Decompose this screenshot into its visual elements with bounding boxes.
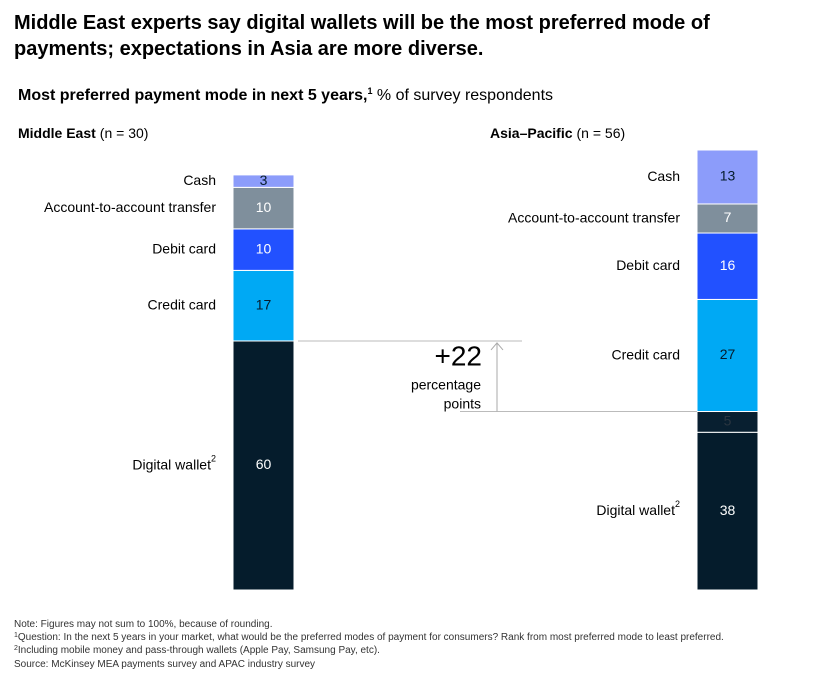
segment-name: Credit card bbox=[612, 346, 680, 362]
value-label: 27 bbox=[720, 346, 736, 362]
chart-subtitle: Most preferred payment mode in next 5 ye… bbox=[18, 86, 553, 104]
segment-label: Digital wallet2 bbox=[132, 454, 216, 472]
source: Source: McKinsey MEA payments survey and… bbox=[14, 659, 315, 670]
segment-label: Debit card bbox=[616, 257, 680, 273]
segment-name: Account-to-account transfer bbox=[508, 209, 680, 225]
segment-name: Debit card bbox=[152, 240, 216, 256]
segment-label: Credit card bbox=[148, 296, 216, 312]
segment-name: Digital wallet bbox=[132, 456, 211, 472]
bar-segment bbox=[696, 149, 759, 205]
bar-segment bbox=[232, 228, 295, 271]
value-label: 16 bbox=[720, 257, 736, 273]
category-label: Middle East (n = 30) bbox=[18, 125, 148, 141]
segment-name: Digital wallet bbox=[596, 502, 675, 518]
bar-segment bbox=[696, 298, 759, 413]
bar-segment bbox=[232, 269, 295, 342]
value-label: 13 bbox=[720, 168, 736, 184]
value-label: 5 bbox=[724, 413, 732, 429]
segment-footnote-mark: 2 bbox=[211, 454, 216, 464]
subtitle-footnote-mark: 1 bbox=[367, 86, 372, 96]
bar-segment bbox=[696, 203, 759, 234]
segment-label: Digital wallet2 bbox=[596, 500, 680, 518]
annotation-text: percentage bbox=[411, 377, 481, 393]
subtitle-main: Most preferred payment mode in next 5 ye… bbox=[18, 87, 367, 104]
segment-name: Cash bbox=[183, 172, 216, 188]
category-label: Asia–Pacific (n = 56) bbox=[490, 125, 625, 141]
annotation-text: points bbox=[444, 396, 481, 412]
segment-label: Cash bbox=[647, 168, 680, 184]
subtitle-unit: % of survey respondents bbox=[372, 87, 553, 104]
bar-segment bbox=[232, 186, 295, 230]
bar-segment bbox=[232, 174, 295, 188]
category-note: (n = 56) bbox=[577, 125, 626, 141]
segment-name: Account-to-account transfer bbox=[44, 199, 216, 215]
segment-name: Credit card bbox=[148, 296, 216, 312]
bar-segment bbox=[232, 340, 295, 591]
value-label: 17 bbox=[256, 296, 272, 312]
value-label: 7 bbox=[724, 209, 732, 225]
segment-label: Account-to-account transfer bbox=[508, 209, 680, 225]
chart-title: Middle East experts say digital wallets … bbox=[14, 12, 710, 34]
segment-footnote-mark: 2 bbox=[675, 500, 680, 510]
segment-label: Cash bbox=[183, 172, 216, 188]
value-label: 3 bbox=[260, 172, 268, 188]
segment-label: Debit card bbox=[152, 240, 216, 256]
footnote-text: Including mobile money and pass-through … bbox=[18, 645, 380, 656]
value-label: 10 bbox=[256, 199, 272, 215]
footnote-mark: 1 bbox=[14, 632, 18, 639]
bar-segment bbox=[696, 232, 759, 300]
category-name: Middle East bbox=[18, 125, 96, 141]
footnote: 1Question: In the next 5 years in your m… bbox=[14, 632, 724, 643]
footnote: 2Including mobile money and pass-through… bbox=[14, 645, 380, 656]
chart-title: payments; expectations in Asia are more … bbox=[14, 38, 483, 60]
category-note: (n = 30) bbox=[100, 125, 149, 141]
category-name: Asia–Pacific bbox=[490, 125, 573, 141]
footnote-mark: 2 bbox=[14, 645, 18, 652]
footnotes: Note: Figures may not sum to 100%, becau… bbox=[14, 619, 724, 670]
segment-label: Credit card bbox=[612, 346, 680, 362]
note: Note: Figures may not sum to 100%, becau… bbox=[14, 619, 272, 630]
segment-name: Debit card bbox=[616, 257, 680, 273]
segment-label: Account-to-account transfer bbox=[44, 199, 216, 215]
value-label: 10 bbox=[256, 240, 272, 256]
annotation-arrowhead bbox=[490, 342, 504, 351]
annotation-value: +22 bbox=[435, 340, 483, 371]
footnote-text: Question: In the next 5 years in your ma… bbox=[18, 632, 724, 643]
value-label: 38 bbox=[720, 502, 736, 518]
segment-name: Cash bbox=[647, 168, 680, 184]
value-label: 60 bbox=[256, 456, 272, 472]
